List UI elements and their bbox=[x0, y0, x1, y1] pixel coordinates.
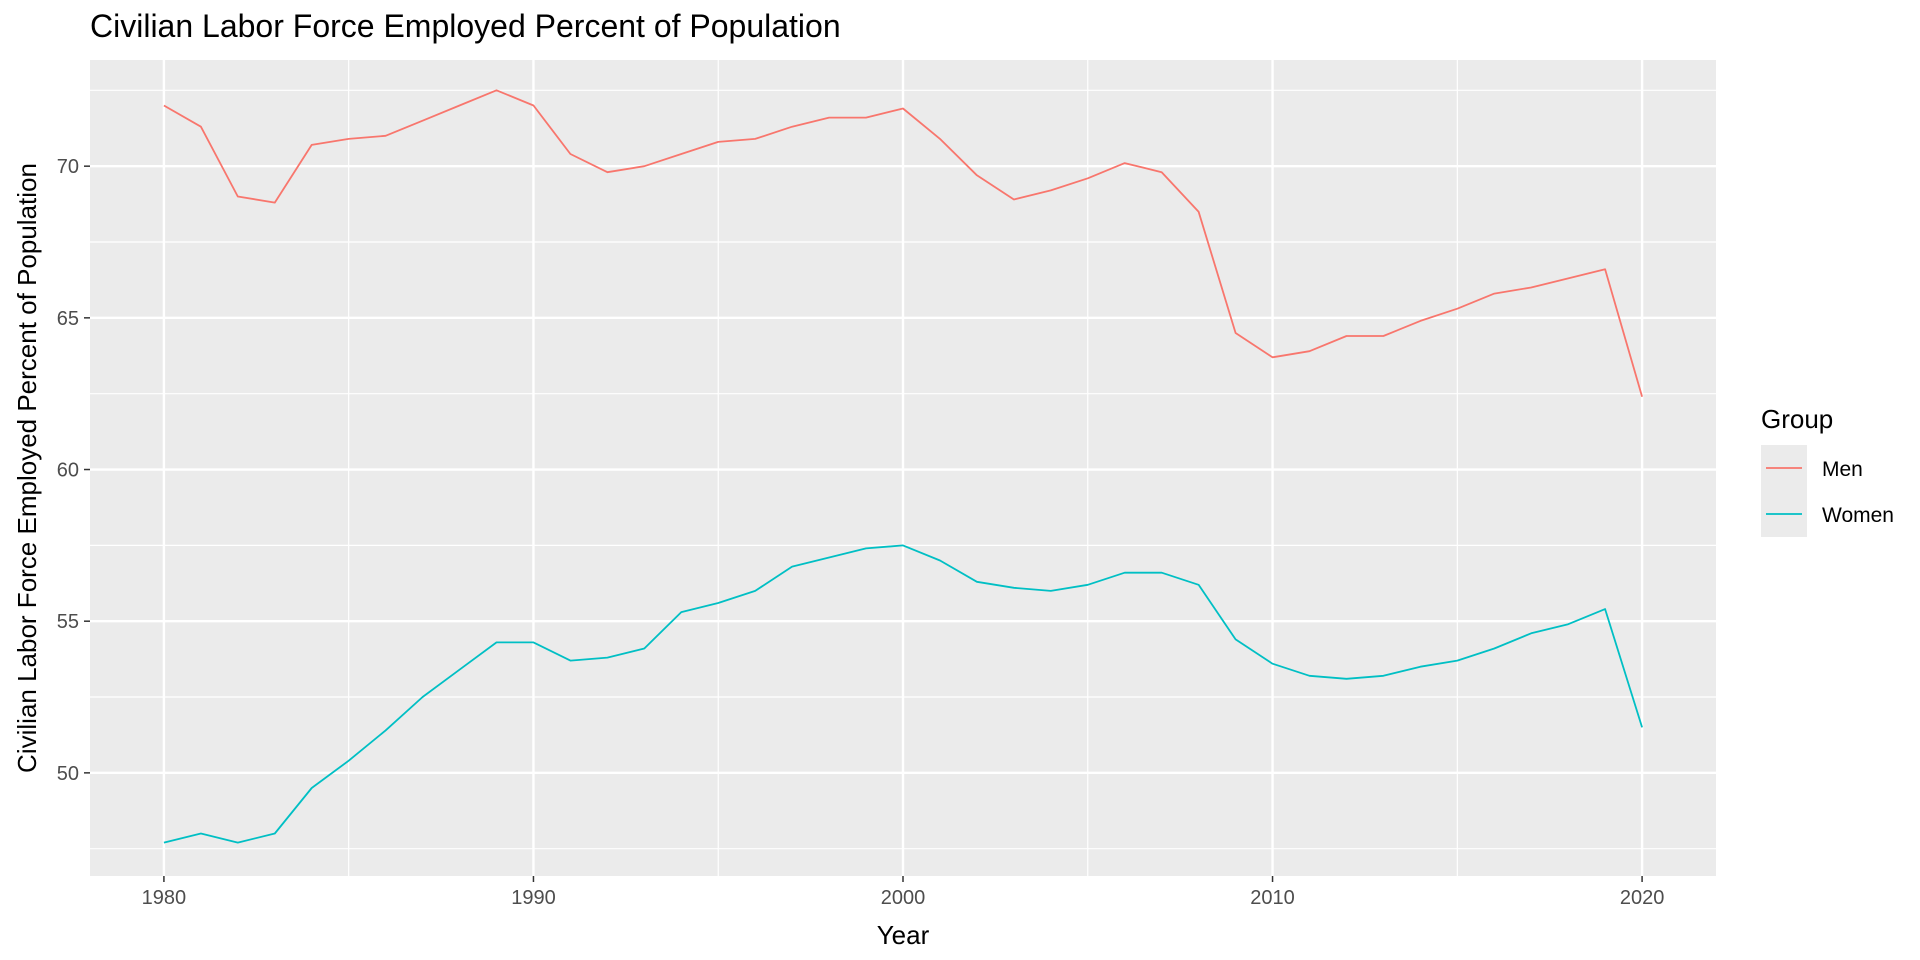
legend-items: Men Women bbox=[1761, 445, 1894, 537]
legend-label-men: Men bbox=[1822, 458, 1863, 481]
series-lines bbox=[163, 89, 1643, 844]
x-axis-title: Year bbox=[877, 920, 930, 950]
legend-title: Group bbox=[1761, 404, 1833, 434]
y-tick-label: 70 bbox=[57, 156, 79, 178]
chart-title: Civilian Labor Force Employed Percent of… bbox=[90, 8, 841, 44]
y-axis-title: Civilian Labor Force Employed Percent of… bbox=[12, 163, 42, 773]
legend: Group Men Women bbox=[1761, 404, 1894, 537]
x-tick-label: 2000 bbox=[881, 887, 926, 909]
x-tick-label: 2010 bbox=[1250, 887, 1295, 909]
x-tick-label: 1980 bbox=[142, 887, 187, 909]
y-tick-label: 60 bbox=[57, 460, 79, 482]
major-gridlines bbox=[90, 60, 1716, 876]
x-tick-label: 1990 bbox=[511, 887, 556, 909]
legend-key-background bbox=[1761, 445, 1807, 537]
series-line-women bbox=[163, 544, 1643, 844]
y-tick-label: 65 bbox=[57, 308, 79, 330]
y-axis-ticks: 50 55 60 65 70 bbox=[57, 156, 90, 785]
series-line-men bbox=[163, 89, 1643, 397]
y-tick-label: 50 bbox=[57, 763, 79, 785]
legend-label-women: Women bbox=[1822, 504, 1894, 527]
y-tick-label: 55 bbox=[57, 611, 79, 633]
x-axis-ticks: 1980 1990 2000 2010 2020 bbox=[142, 876, 1665, 909]
x-tick-label: 2020 bbox=[1620, 887, 1665, 909]
